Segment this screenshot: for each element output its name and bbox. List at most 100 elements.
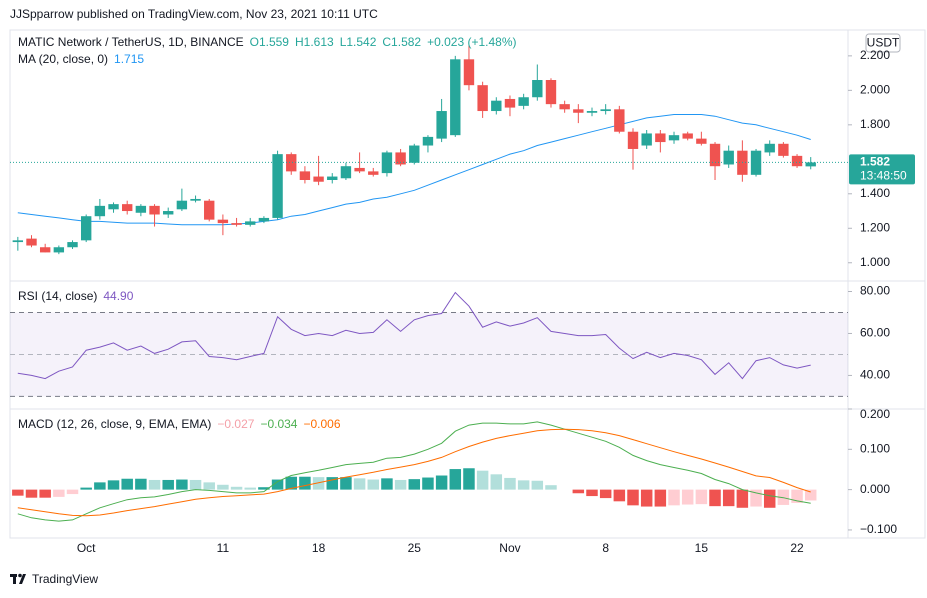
- histogram-bar: [517, 480, 530, 490]
- histogram-bar: [217, 484, 229, 490]
- histogram-bar: [490, 474, 503, 490]
- histogram-bar: [476, 470, 489, 490]
- candle-body: [463, 59, 475, 86]
- histogram-bar: [586, 489, 598, 497]
- ohlc-value: C1.582: [382, 35, 422, 49]
- macd-legend: MACD (12, 26, close, 9, EMA, EMA) −0.027…: [18, 417, 341, 431]
- candle-body: [682, 133, 693, 139]
- histogram-bar: [545, 485, 557, 490]
- histogram-bar: [695, 489, 708, 505]
- price-legend: MATIC Network / TetherUS, 1D, BINANCE O1…: [18, 35, 517, 49]
- histogram-bar: [750, 489, 762, 507]
- candle-body: [627, 131, 639, 149]
- histogram-bar: [326, 477, 338, 490]
- y-tick-label: 80.00: [860, 284, 890, 298]
- candle-body: [313, 176, 324, 182]
- histogram-bar: [654, 489, 667, 507]
- candle-body: [381, 152, 393, 174]
- last-price-box: [849, 154, 915, 185]
- ma-line: [17, 114, 811, 226]
- y-tick-label: 0.100: [860, 441, 890, 455]
- histogram-bar: [627, 489, 639, 506]
- hist-value: −0.027: [217, 417, 255, 431]
- histogram-bar: [668, 489, 680, 506]
- candle-body: [67, 242, 78, 248]
- candle-body: [80, 216, 92, 241]
- candle-body: [108, 204, 119, 210]
- currency-badge[interactable]: [865, 33, 901, 53]
- candle-body: [135, 205, 147, 213]
- candle-body: [354, 167, 365, 172]
- candle-body: [163, 211, 174, 215]
- symbol: MATIC Network / TetherUS, 1D, BINANCE: [18, 35, 244, 49]
- candle-body: [600, 109, 611, 112]
- candle-body: [122, 204, 133, 212]
- x-tick-label: 11: [217, 541, 230, 555]
- histogram-bar: [66, 489, 79, 495]
- macd-value: −0.034: [260, 417, 298, 431]
- x-tick-label: 22: [790, 541, 804, 555]
- histogram-bar: [203, 482, 215, 490]
- candle-body: [805, 162, 816, 167]
- histogram-bar: [599, 489, 612, 499]
- histogram-bar: [804, 489, 817, 501]
- candle-body: [368, 171, 379, 175]
- y-tick-label: 1.000: [860, 255, 890, 269]
- candle-body: [245, 221, 256, 225]
- ohlc-value: O1.559: [249, 35, 289, 49]
- frame: [9, 29, 926, 539]
- ma-legend: MA (20, close, 0) 1.715: [18, 52, 144, 66]
- rsi-value: 44.90: [103, 289, 134, 303]
- histogram-bar: [107, 480, 120, 490]
- histogram-bar: [53, 489, 65, 497]
- histogram-bar: [80, 487, 92, 490]
- histogram-bar: [736, 489, 749, 508]
- candle-body: [204, 200, 215, 220]
- countdown: 13:48:50: [860, 169, 907, 183]
- candle-body: [518, 97, 529, 106]
- rsi-line: [17, 291, 811, 380]
- histogram-bar: [39, 489, 51, 498]
- histogram-bar: [162, 479, 174, 490]
- y-tick-label: 1.200: [860, 220, 890, 234]
- histogram-bar: [230, 486, 243, 490]
- candle-body: [709, 143, 721, 167]
- y-tick-label: 2.200: [860, 48, 890, 62]
- histogram-bar: [135, 478, 147, 490]
- histogram-bar: [121, 478, 133, 490]
- candle-body: [409, 145, 420, 163]
- brand: TradingView: [32, 572, 98, 586]
- ohlc-value: +0.023 (+1.48%): [427, 35, 517, 49]
- x-tick-label: 8: [602, 541, 609, 555]
- rsi-name: RSI (14, close): [18, 289, 98, 303]
- y-tick-label: 2.000: [860, 83, 890, 97]
- y-tick-label: 60.00: [860, 326, 890, 340]
- candle-body: [545, 80, 557, 105]
- histogram-bar: [381, 478, 393, 490]
- y-tick-label: 0.000: [860, 482, 890, 496]
- candle-body: [299, 171, 311, 180]
- histogram-bar: [312, 477, 325, 490]
- candle-body: [176, 200, 188, 210]
- candle-body: [190, 198, 201, 201]
- last-price-label: 1.582: [860, 155, 890, 169]
- histogram-bar: [435, 475, 448, 490]
- histogram-bar: [25, 489, 38, 498]
- histogram-bar: [709, 489, 721, 507]
- ma-value: 1.715: [114, 52, 145, 66]
- candle-body: [39, 247, 51, 253]
- histogram-bar: [394, 479, 407, 490]
- x-tick-label: 15: [695, 541, 709, 555]
- histogram-bar: [722, 489, 735, 507]
- y-tick-label: 1.800: [860, 117, 890, 131]
- histogram-bar: [531, 480, 544, 490]
- candle-body: [477, 85, 488, 112]
- x-tick-label: Oct: [77, 541, 96, 555]
- histogram-bar: [681, 489, 694, 505]
- histogram-bar: [340, 477, 352, 490]
- candle-body: [12, 240, 24, 243]
- histogram-bar: [258, 487, 270, 490]
- candle-body: [491, 100, 502, 112]
- candle-body: [26, 238, 37, 246]
- y-tick-label: −0.100: [860, 522, 897, 536]
